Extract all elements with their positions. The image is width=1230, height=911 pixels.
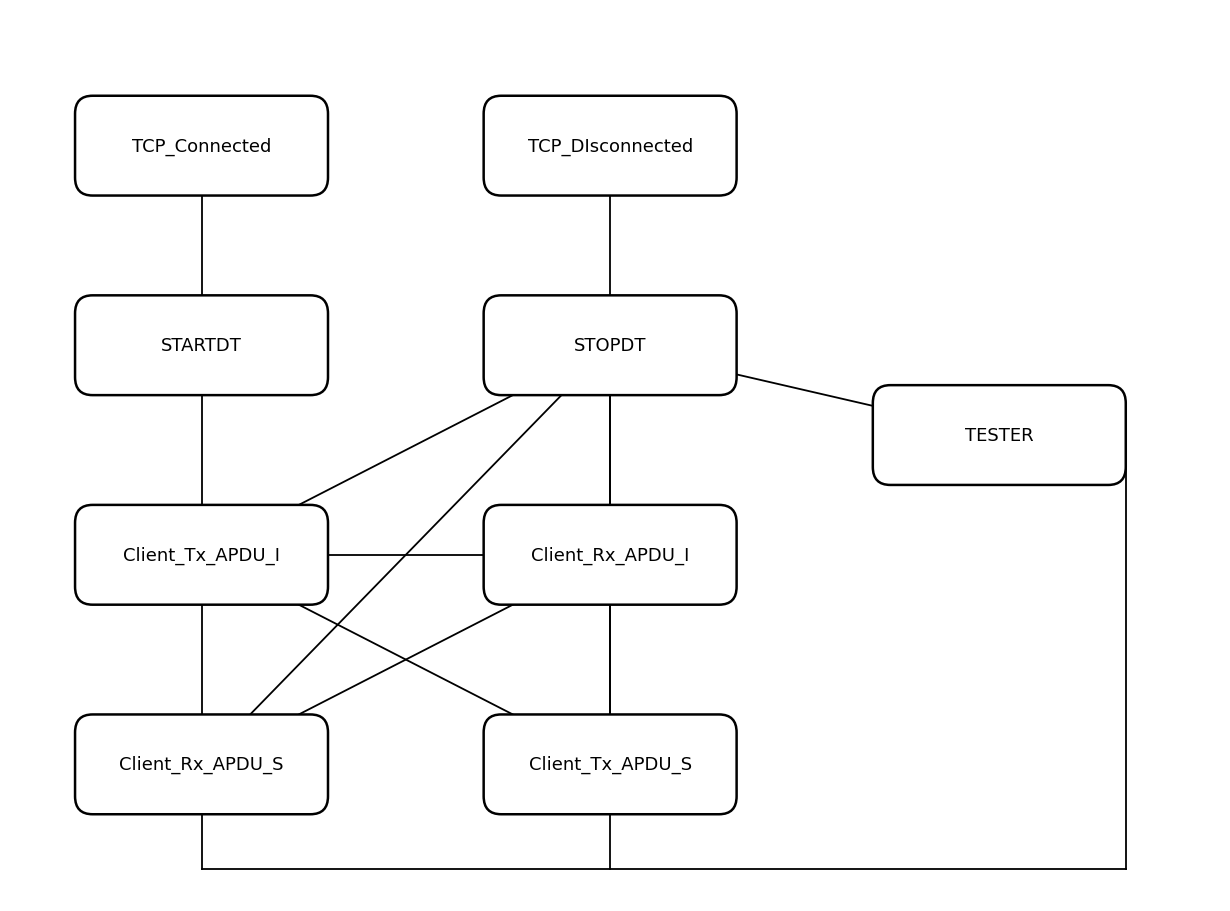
Text: Client_Rx_APDU_I: Client_Rx_APDU_I: [531, 546, 689, 564]
FancyBboxPatch shape: [75, 296, 328, 395]
FancyBboxPatch shape: [483, 296, 737, 395]
Text: TESTER: TESTER: [966, 426, 1033, 445]
FancyBboxPatch shape: [483, 506, 737, 605]
Text: Client_Tx_APDU_I: Client_Tx_APDU_I: [123, 546, 280, 564]
Text: STARTDT: STARTDT: [161, 337, 242, 355]
FancyBboxPatch shape: [483, 97, 737, 197]
FancyBboxPatch shape: [75, 714, 328, 814]
FancyBboxPatch shape: [75, 506, 328, 605]
FancyBboxPatch shape: [483, 714, 737, 814]
Text: Client_Rx_APDU_S: Client_Rx_APDU_S: [119, 755, 284, 773]
Text: TCP_Connected: TCP_Connected: [132, 138, 271, 156]
FancyBboxPatch shape: [873, 385, 1125, 486]
Text: STOPDT: STOPDT: [574, 337, 647, 355]
Text: Client_Tx_APDU_S: Client_Tx_APDU_S: [529, 755, 691, 773]
Text: TCP_DIsconnected: TCP_DIsconnected: [528, 138, 692, 156]
FancyBboxPatch shape: [75, 97, 328, 197]
